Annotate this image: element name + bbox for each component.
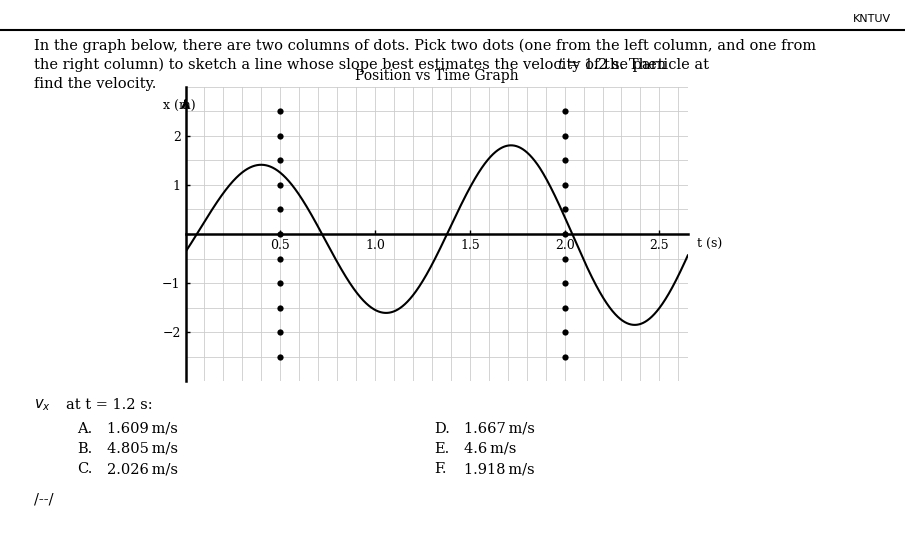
Text: t: t xyxy=(557,58,564,72)
Text: 4.6 m/s: 4.6 m/s xyxy=(464,442,517,456)
Text: 1.609 m/s: 1.609 m/s xyxy=(107,422,177,436)
Text: B.: B. xyxy=(77,442,92,456)
Text: A.: A. xyxy=(77,422,92,436)
Text: $v_x$: $v_x$ xyxy=(34,398,52,413)
Title: Position vs Time Graph: Position vs Time Graph xyxy=(355,69,519,83)
Text: at t = 1.2 s:: at t = 1.2 s: xyxy=(66,398,153,412)
Text: the right column) to sketch a line whose slope best estimates the velocity of th: the right column) to sketch a line whose… xyxy=(34,58,714,72)
Text: 1.918 m/s: 1.918 m/s xyxy=(464,462,535,476)
Text: D.: D. xyxy=(434,422,451,436)
Text: C.: C. xyxy=(77,462,92,476)
Text: /--/: /--/ xyxy=(34,492,54,506)
Text: KNTUV: KNTUV xyxy=(853,14,891,23)
Text: t (s): t (s) xyxy=(697,238,722,251)
Text: E.: E. xyxy=(434,442,450,456)
Text: find the velocity.: find the velocity. xyxy=(34,77,157,91)
Text: F.: F. xyxy=(434,462,447,476)
Text: In the graph below, there are two columns of dots. Pick two dots (one from the l: In the graph below, there are two column… xyxy=(34,39,816,54)
Text: = 1.2 s. Then: = 1.2 s. Then xyxy=(564,58,667,72)
Text: 1.667 m/s: 1.667 m/s xyxy=(464,422,535,436)
Text: 4.805 m/s: 4.805 m/s xyxy=(107,442,177,456)
Text: 2.026 m/s: 2.026 m/s xyxy=(107,462,177,476)
Text: x (m): x (m) xyxy=(163,100,195,113)
